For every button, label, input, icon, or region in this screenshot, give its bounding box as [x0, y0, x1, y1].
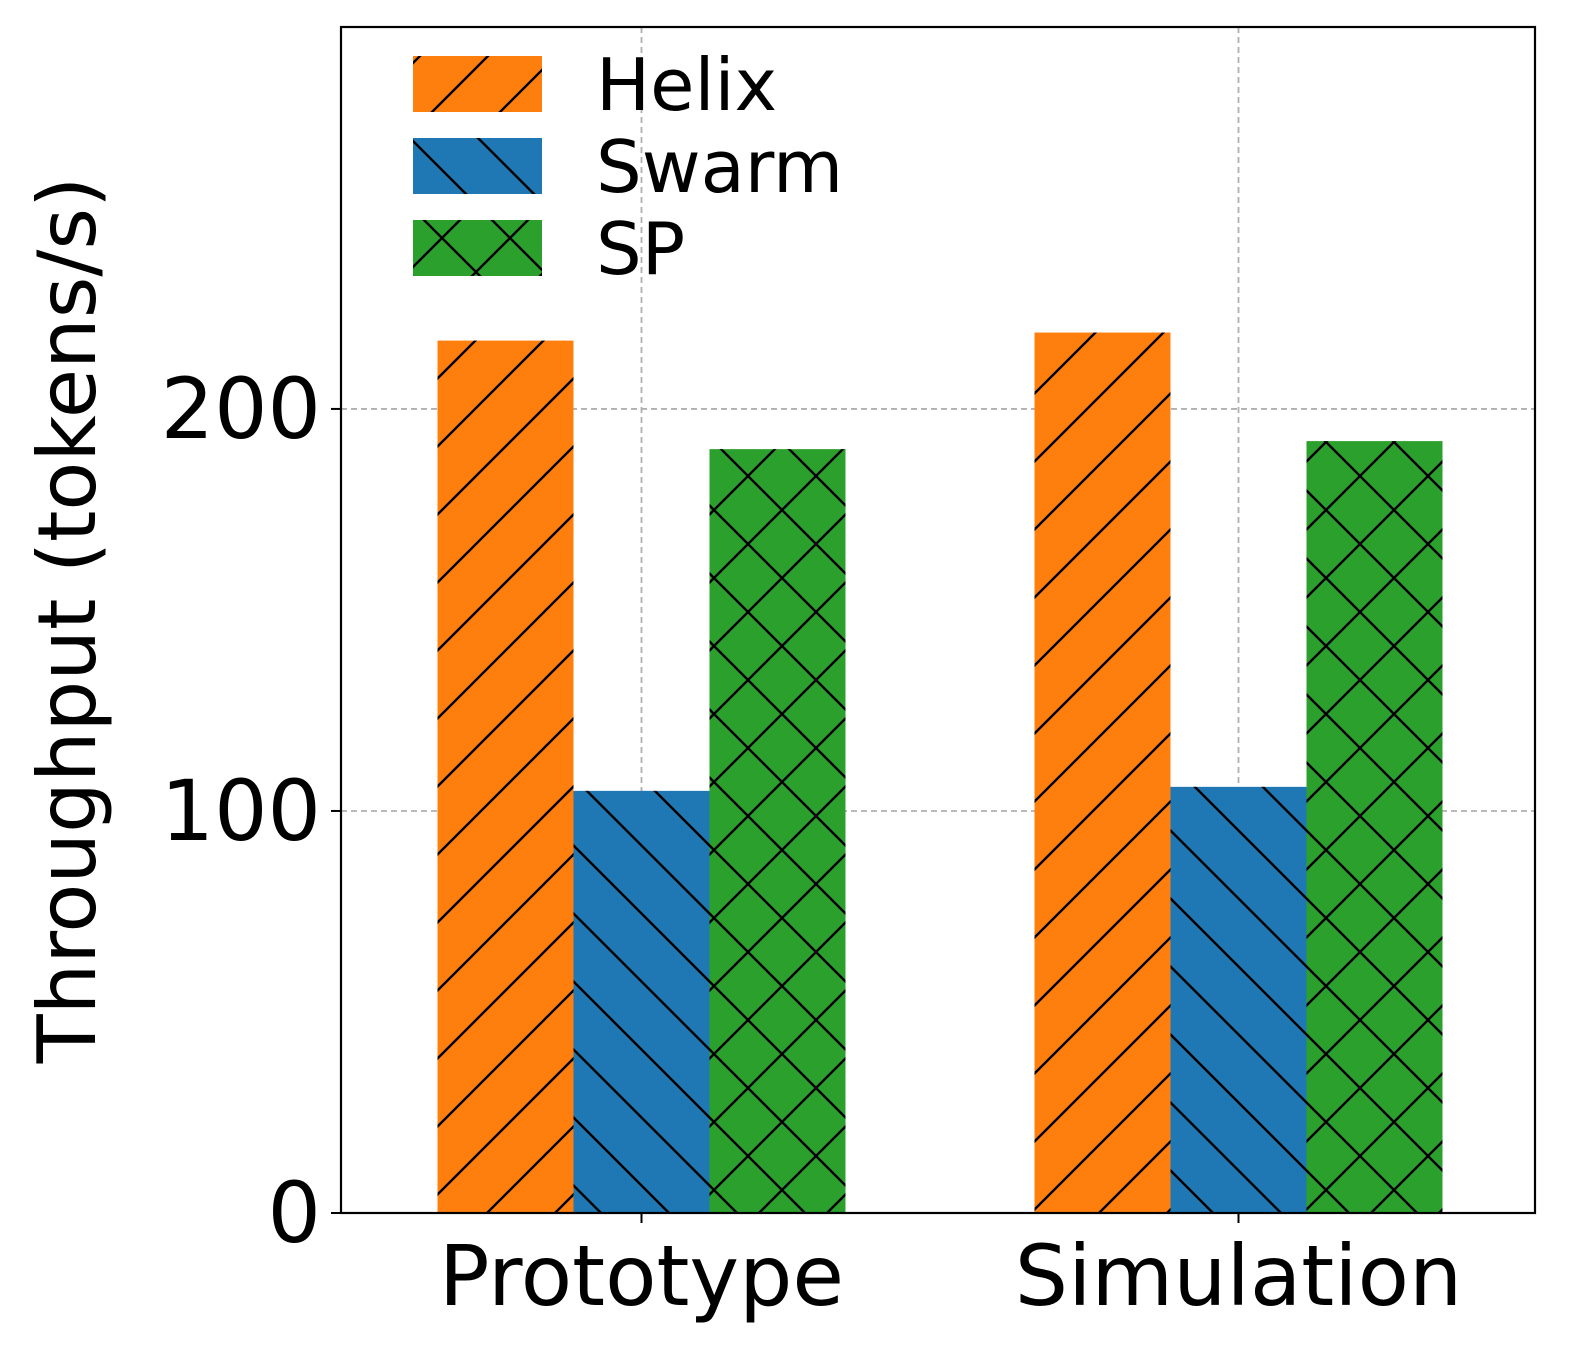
bar-hatch: [1306, 441, 1443, 1213]
bar-hatch: [1170, 786, 1307, 1213]
bar-hatch: [1034, 332, 1171, 1213]
bar-hatch: [709, 449, 846, 1213]
y-tick-label: 200: [161, 360, 321, 458]
bar-hatch: [573, 790, 710, 1213]
legend-swatch-hatch: [413, 56, 542, 112]
bar-hatch: [437, 340, 574, 1213]
bar-sp-simulation: [1306, 441, 1443, 1213]
legend-item-sp: SP: [413, 207, 685, 291]
y-tick-label: 100: [161, 762, 321, 860]
y-tick-label: 0: [268, 1164, 321, 1262]
legend-label: Swarm: [596, 125, 843, 209]
axis-ticks: 0 100 200 Prototype Simulation: [161, 360, 1463, 1325]
bar-sp-prototype: [709, 449, 846, 1213]
bar-helix-simulation: [1034, 332, 1171, 1213]
bar-swarm-prototype: [573, 790, 710, 1213]
legend-label: SP: [596, 207, 685, 291]
plot-frame: [339, 25, 1537, 1215]
legend-swatch-hatch: [413, 220, 542, 276]
bars: [437, 332, 1443, 1213]
legend-swatch-hatch: [413, 138, 542, 194]
bar-helix-prototype: [437, 340, 574, 1213]
bar-swarm-simulation: [1170, 786, 1307, 1213]
legend-label: Helix: [596, 43, 777, 127]
x-tick-label: Simulation: [1015, 1227, 1462, 1325]
y-axis-label: Throughput (tokens/s): [21, 177, 114, 1065]
legend-item-helix: Helix: [413, 43, 777, 127]
legend-item-swarm: Swarm: [413, 125, 843, 209]
x-tick-label: Prototype: [439, 1227, 844, 1325]
